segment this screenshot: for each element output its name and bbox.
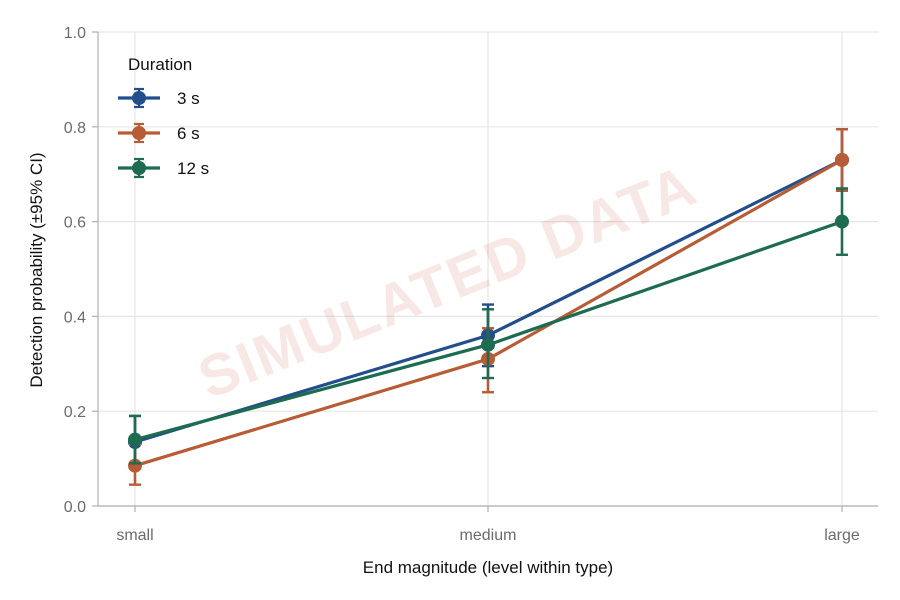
y-tick-label: 0.6 — [64, 215, 86, 232]
legend-marker — [132, 126, 146, 140]
legend-item-12s: 12 s — [118, 157, 209, 179]
legend-label: 12 s — [177, 159, 209, 178]
legend-label: 6 s — [177, 124, 200, 143]
x-tick-label: large — [824, 527, 860, 544]
legend: Duration 3 s 6 s 12 s — [118, 55, 209, 179]
data-point — [481, 337, 495, 352]
y-tick-label: 1.0 — [64, 25, 86, 42]
y-tick-label: 0.0 — [64, 499, 86, 516]
legend-title: Duration — [128, 55, 192, 74]
data-point — [835, 152, 849, 167]
x-tick-label: medium — [460, 527, 517, 544]
legend-label: 3 s — [177, 89, 200, 108]
legend-item-6s: 6 s — [118, 122, 200, 144]
y-axis-title: Detection probability (±95% CI) — [27, 152, 46, 387]
y-tick-label: 0.4 — [64, 309, 86, 326]
series-12s — [128, 187, 849, 465]
series-group — [128, 127, 849, 486]
axes: 0.0 0.2 0.4 0.6 0.8 1.0 small medium large — [64, 25, 878, 544]
data-point — [128, 432, 142, 447]
legend-marker — [132, 91, 146, 105]
legend-marker — [132, 161, 146, 175]
legend-item-3s: 3 s — [118, 87, 200, 109]
x-axis-title: End magnitude (level within type) — [363, 558, 613, 577]
y-tick-label: 0.2 — [64, 404, 86, 421]
y-tick-label: 0.8 — [64, 120, 86, 137]
x-tick-label: small — [116, 527, 153, 544]
data-point — [835, 214, 849, 229]
